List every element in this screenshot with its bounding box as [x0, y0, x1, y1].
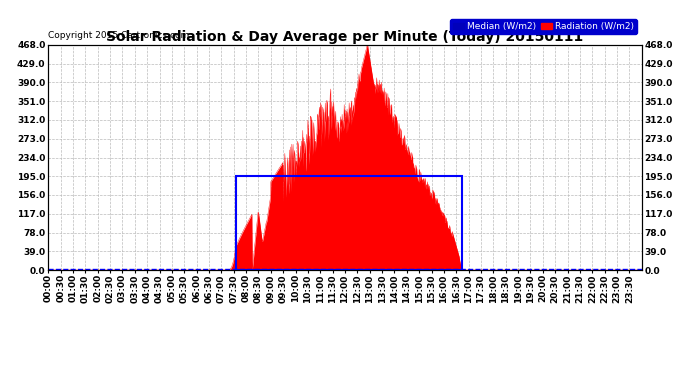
Text: Copyright 2015 Cartronics.com: Copyright 2015 Cartronics.com: [48, 32, 190, 40]
Bar: [236, 176, 462, 270]
Legend: Median (W/m2), Radiation (W/m2): Median (W/m2), Radiation (W/m2): [451, 19, 637, 33]
Title: Solar Radiation & Day Average per Minute (Today) 20150111: Solar Radiation & Day Average per Minute…: [106, 30, 584, 44]
